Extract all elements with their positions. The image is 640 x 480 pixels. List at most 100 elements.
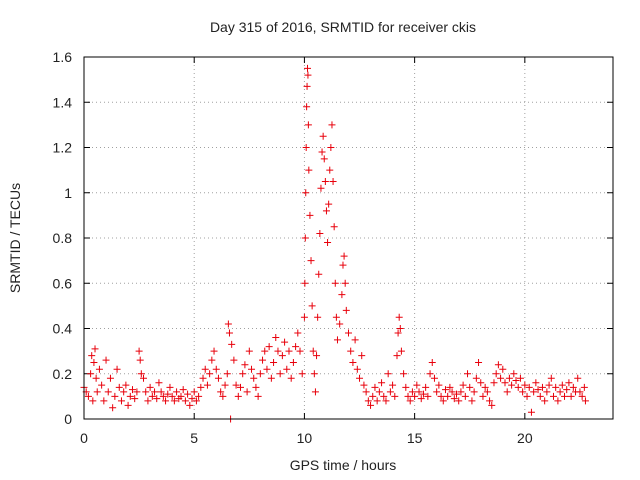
data-point <box>140 374 148 382</box>
y-tick-label: 1.2 <box>53 140 73 156</box>
data-point <box>468 397 476 405</box>
y-tick-label: 0.4 <box>53 321 73 337</box>
data-point <box>309 347 317 355</box>
data-point <box>151 388 159 396</box>
data-point <box>389 381 397 389</box>
data-point <box>294 329 302 337</box>
data-point <box>259 356 267 364</box>
data-point <box>221 381 229 389</box>
data-point <box>563 386 571 394</box>
data-point <box>351 336 359 344</box>
data-point <box>508 381 516 389</box>
data-point <box>98 381 106 389</box>
data-point <box>302 189 310 197</box>
data-point <box>455 397 463 405</box>
data-point <box>378 379 386 387</box>
data-point <box>162 397 170 405</box>
data-point <box>364 397 372 405</box>
data-point <box>278 352 286 360</box>
data-point <box>574 374 582 382</box>
data-point <box>453 390 461 398</box>
plot-frame <box>83 56 614 420</box>
data-point <box>404 392 412 400</box>
y-tick-label: 0.2 <box>53 366 73 382</box>
data-point <box>426 370 434 378</box>
data-point <box>241 361 249 369</box>
data-point <box>305 166 313 174</box>
data-point <box>304 71 312 79</box>
data-point <box>549 392 557 400</box>
data-point <box>168 392 176 400</box>
data-point <box>519 388 527 396</box>
data-point <box>113 365 121 373</box>
grid-lines <box>84 57 613 419</box>
data-point <box>306 211 314 219</box>
data-point <box>111 392 119 400</box>
data-point <box>128 386 136 394</box>
data-point <box>545 381 553 389</box>
data-point <box>333 336 341 344</box>
data-point <box>135 347 143 355</box>
data-point <box>300 313 308 321</box>
data-point <box>386 388 394 396</box>
data-point <box>314 313 322 321</box>
data-point <box>457 388 465 396</box>
data-point <box>270 358 278 366</box>
data-point <box>322 207 330 215</box>
data-point <box>307 257 315 265</box>
data-point <box>210 347 218 355</box>
data-point <box>384 370 392 378</box>
data-point <box>212 365 220 373</box>
data-point <box>219 392 227 400</box>
data-point <box>394 329 402 337</box>
data-point <box>285 347 293 355</box>
data-point <box>296 347 304 355</box>
data-point <box>316 229 324 237</box>
data-point <box>326 166 334 174</box>
data-point <box>318 148 326 156</box>
data-point <box>208 356 216 364</box>
data-point <box>367 401 375 409</box>
data-point <box>391 392 399 400</box>
data-point <box>206 370 214 378</box>
data-point <box>393 352 401 360</box>
data-point <box>179 386 187 394</box>
data-point <box>197 383 205 391</box>
data-point <box>417 395 425 403</box>
data-point <box>287 374 295 382</box>
data-point <box>311 388 319 396</box>
x-tick-label: 5 <box>190 430 198 446</box>
data-point <box>380 392 388 400</box>
data-point <box>428 358 436 366</box>
data-point <box>349 358 357 366</box>
data-point <box>435 381 443 389</box>
data-point <box>523 392 531 400</box>
data-point <box>422 383 430 391</box>
data-point <box>433 388 441 396</box>
data-point <box>331 279 339 287</box>
data-point <box>146 383 154 391</box>
data-point <box>525 383 533 391</box>
data-point <box>274 347 282 355</box>
data-point <box>505 374 513 382</box>
data-point <box>157 388 165 396</box>
data-point <box>223 370 231 378</box>
x-tick-label: 15 <box>407 430 423 446</box>
data-point <box>339 261 347 269</box>
data-point <box>481 383 489 391</box>
data-point <box>415 388 423 396</box>
data-point <box>192 397 200 405</box>
data-point <box>292 343 300 351</box>
data-point <box>371 383 379 391</box>
data-point <box>479 392 487 400</box>
data-point <box>188 395 196 403</box>
data-point <box>561 392 569 400</box>
data-point <box>340 252 348 260</box>
data-point <box>514 383 522 391</box>
data-point <box>144 397 152 405</box>
data-point <box>159 392 167 400</box>
data-point <box>408 388 416 396</box>
data-point <box>446 383 454 391</box>
data-point <box>466 383 474 391</box>
data-point <box>360 381 368 389</box>
